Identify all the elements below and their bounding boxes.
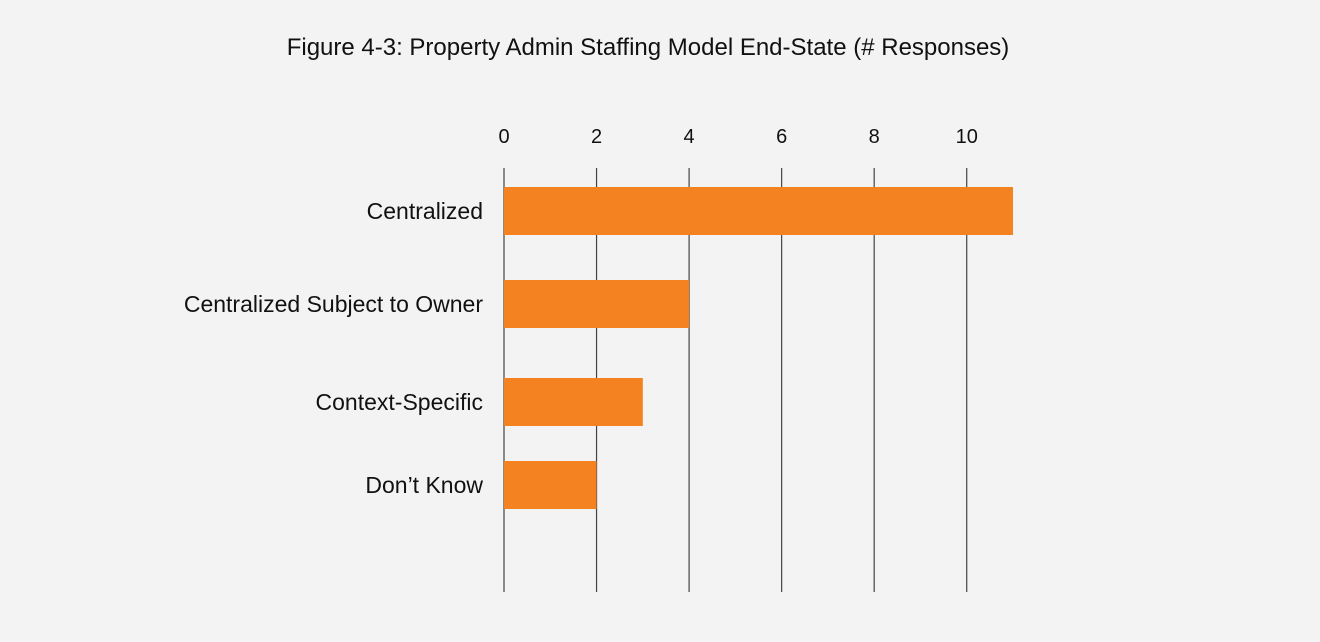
bars (504, 187, 1013, 509)
x-axis-tick-labels: 0 2 4 6 8 10 (498, 126, 977, 148)
category-label-3: Don’t Know (365, 472, 483, 498)
bar-0 (504, 187, 1013, 235)
category-label-0: Centralized (367, 198, 483, 224)
bar-3 (504, 461, 597, 509)
x-tick-label-2: 2 (591, 126, 602, 148)
category-label-2: Context-Specific (316, 389, 483, 415)
chart-title: Figure 4-3: Property Admin Staffing Mode… (286, 34, 1010, 61)
category-label-1: Centralized Subject to Owner (184, 291, 483, 317)
x-tick-label-6: 6 (776, 126, 787, 148)
x-tick-label-10: 10 (956, 126, 978, 148)
bar-1 (504, 280, 690, 328)
bar-2 (504, 378, 643, 426)
category-labels: Centralized Centralized Subject to Owner C… (184, 198, 484, 498)
x-tick-label-8: 8 (869, 126, 880, 148)
x-tick-label-0: 0 (498, 126, 509, 148)
x-tick-label-4: 4 (684, 126, 695, 148)
